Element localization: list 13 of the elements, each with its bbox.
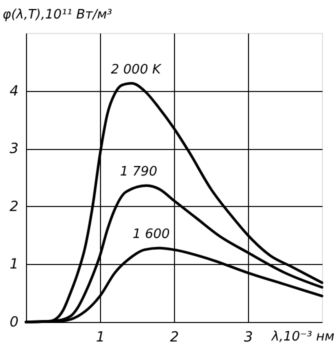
- x-tick-label: 1: [96, 330, 105, 346]
- y-tick-label: 3: [10, 141, 18, 158]
- y-tick-label: 2: [10, 198, 19, 215]
- y-axis-title: φ(λ,T),10¹¹ Вт/м³: [2, 8, 112, 22]
- series-label: 2 000 K: [110, 62, 162, 78]
- series-label: 1 790: [120, 164, 158, 180]
- series-label: 1 600: [132, 227, 170, 242]
- y-tick-label: 1: [10, 256, 18, 273]
- x-tick-label: 3: [244, 330, 253, 346]
- y-tick-label: 4: [10, 83, 18, 100]
- x-axis-title: λ,10⁻³ нм: [270, 330, 335, 344]
- x-tick-label: 2: [170, 330, 180, 346]
- y-tick-label: 0: [10, 314, 19, 330]
